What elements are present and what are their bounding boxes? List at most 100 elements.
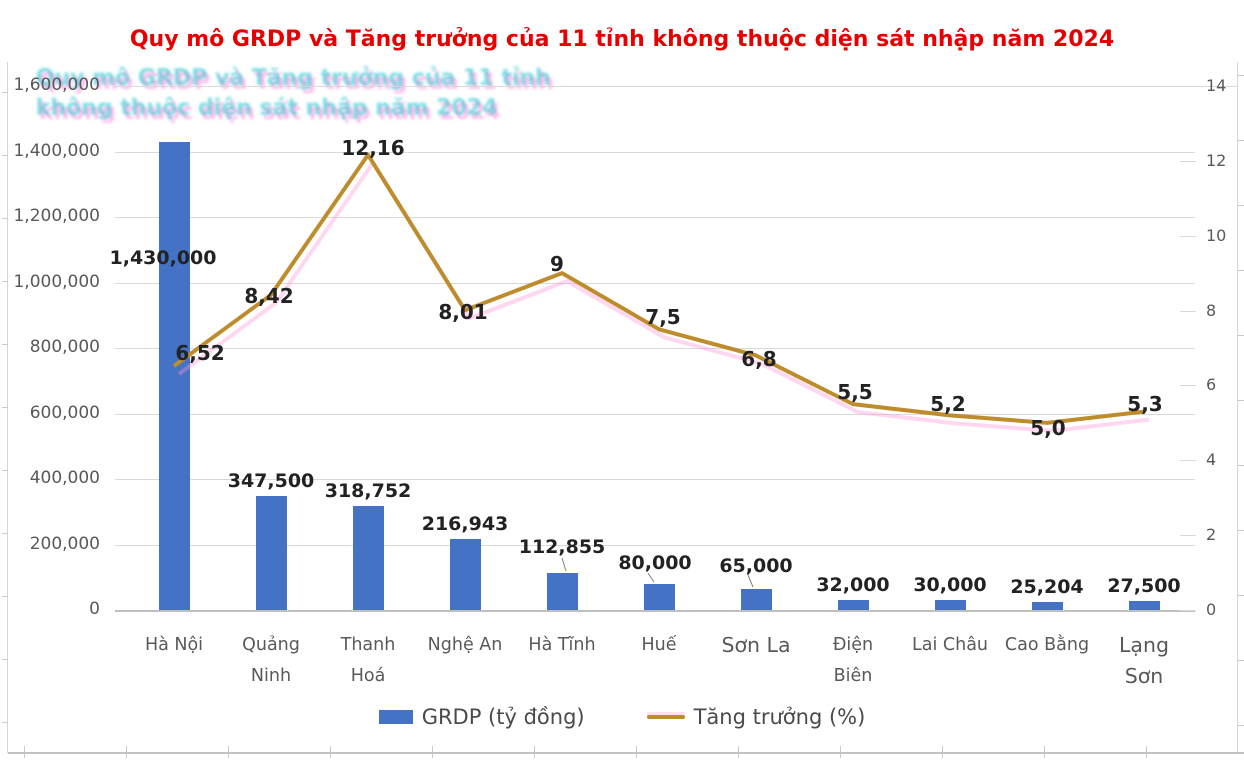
ghost-ruler-right xyxy=(1237,62,1238,753)
x-axis-label: Lai Châu xyxy=(911,635,989,655)
y2-axis-tick-label: 6 xyxy=(1206,375,1217,395)
ruler-tick xyxy=(1238,270,1244,271)
ruler-tick xyxy=(738,746,739,758)
y2-axis-tick-label: 0 xyxy=(1206,600,1217,619)
x-axis-label: Thanh Hoá xyxy=(340,635,396,686)
ruler-tick xyxy=(534,746,535,758)
gridline xyxy=(115,217,1195,218)
ruler-tick xyxy=(1146,746,1147,758)
y2-axis-tick xyxy=(1180,610,1196,611)
y2-axis-tick-label: 4 xyxy=(1206,450,1217,470)
gridline xyxy=(115,348,1195,349)
y-axis-tick-label: 1,600,000 xyxy=(13,75,100,95)
y2-axis-tick-label: 12 xyxy=(1206,150,1227,170)
bar-value-label: 80,000 xyxy=(618,552,692,574)
ruler-tick xyxy=(840,746,841,758)
ruler-tick xyxy=(1238,465,1244,466)
y2-axis-tick xyxy=(1180,235,1196,237)
ruler-tick xyxy=(1238,75,1244,76)
bar-value-label: 65,000 xyxy=(719,555,793,577)
ghost-ruler-bottom xyxy=(8,752,1244,754)
legend-item-grdp: GRDP (tỷ đồng) xyxy=(378,705,585,729)
line-value-label: 9 xyxy=(550,252,564,277)
legend-label-growth: Tăng trưởng (%) xyxy=(693,705,866,729)
page-title: Quy mô GRDP và Tăng trưởng của 11 tỉnh k… xyxy=(129,27,1115,52)
bar-value-label: 347,500 xyxy=(227,470,315,492)
ruler-tick xyxy=(1238,400,1244,401)
grdp-bar xyxy=(1128,601,1160,610)
y-axis-tick-label: 200,000 xyxy=(29,533,100,554)
y2-axis-tick xyxy=(1180,385,1196,387)
line-value-label: 6,8 xyxy=(741,347,777,372)
gridline xyxy=(115,479,1195,480)
ruler-tick xyxy=(636,746,637,758)
legend-swatch-bar xyxy=(378,710,413,724)
y-axis-tick-label: 0 xyxy=(89,599,100,619)
ruler-tick xyxy=(2,596,8,597)
line-value-label: 5,5 xyxy=(837,380,873,405)
gridline xyxy=(115,86,1237,87)
y2-axis-tick-label: 2 xyxy=(1206,525,1217,545)
ruler-tick xyxy=(2,155,8,156)
grdp-bar xyxy=(449,539,481,610)
y2-axis-tick xyxy=(1180,310,1196,312)
ruler-tick xyxy=(2,92,8,93)
grdp-bar xyxy=(934,600,966,610)
ruler-tick xyxy=(432,746,433,758)
x-axis-label: Điện Biên xyxy=(832,635,874,686)
ruler-tick xyxy=(1238,140,1244,141)
grdp-bar xyxy=(740,589,772,610)
y2-axis-tick-label: 14 xyxy=(1206,76,1227,95)
label-leader-line xyxy=(647,572,655,583)
ruler-tick xyxy=(2,659,8,660)
ruler-tick xyxy=(2,722,8,723)
y-axis-tick-label: 1,000,000 xyxy=(13,271,100,292)
ruler-tick xyxy=(2,218,8,219)
gridline xyxy=(115,413,1195,415)
grdp-bar xyxy=(837,600,869,610)
legend-swatch-line xyxy=(646,715,685,719)
x-axis-label: Cao Bằng xyxy=(1004,635,1090,655)
bar-value-label: 25,204 xyxy=(1010,576,1084,598)
gridline xyxy=(115,610,1195,612)
gridline xyxy=(115,151,1195,153)
bar-value-label: 112,855 xyxy=(518,536,606,558)
x-axis-label: Hà Nội xyxy=(144,635,204,655)
grdp-bar xyxy=(255,496,287,610)
ruler-tick xyxy=(2,281,8,282)
line-value-label: 5,0 xyxy=(1030,415,1066,440)
line-value-label: 8,01 xyxy=(438,300,488,325)
x-axis-label: Lạng Sơn xyxy=(1119,633,1169,688)
legend-label-grdp: GRDP (tỷ đồng) xyxy=(421,705,585,729)
gridline xyxy=(115,544,1195,546)
ruler-tick xyxy=(1238,595,1244,596)
x-axis-label: Nghệ An xyxy=(427,635,503,655)
legend-item-growth: Tăng trưởng (%) xyxy=(646,705,866,729)
y-axis-tick-label: 600,000 xyxy=(29,402,100,423)
x-axis-label: Huế xyxy=(641,635,677,655)
ruler-tick xyxy=(1238,725,1244,726)
ruler-tick xyxy=(2,344,8,345)
bar-value-label: 1,430,000 xyxy=(109,247,217,269)
y2-axis-tick-label: 8 xyxy=(1206,300,1217,320)
ghost-trend-line-artifact xyxy=(177,159,1150,433)
ruler-tick xyxy=(2,470,8,471)
y2-axis-tick xyxy=(1180,460,1196,462)
label-leader-line xyxy=(561,557,567,572)
trend-polyline xyxy=(172,152,1145,425)
grdp-bar xyxy=(546,573,578,610)
bar-value-label: 30,000 xyxy=(913,574,987,596)
ruler-tick xyxy=(228,746,229,758)
x-axis-label: Quảng Ninh xyxy=(242,635,300,686)
y-axis-tick-label: 1,200,000 xyxy=(13,206,100,226)
ruler-tick xyxy=(1044,746,1045,758)
y2-axis-tick xyxy=(1180,86,1196,87)
line-value-label: 5,2 xyxy=(930,392,966,417)
bar-value-label: 32,000 xyxy=(816,574,890,596)
y-axis-tick-label: 800,000 xyxy=(29,337,100,357)
grdp-bar xyxy=(158,142,190,610)
line-value-label: 6,52 xyxy=(175,340,225,365)
ruler-tick xyxy=(2,407,8,408)
